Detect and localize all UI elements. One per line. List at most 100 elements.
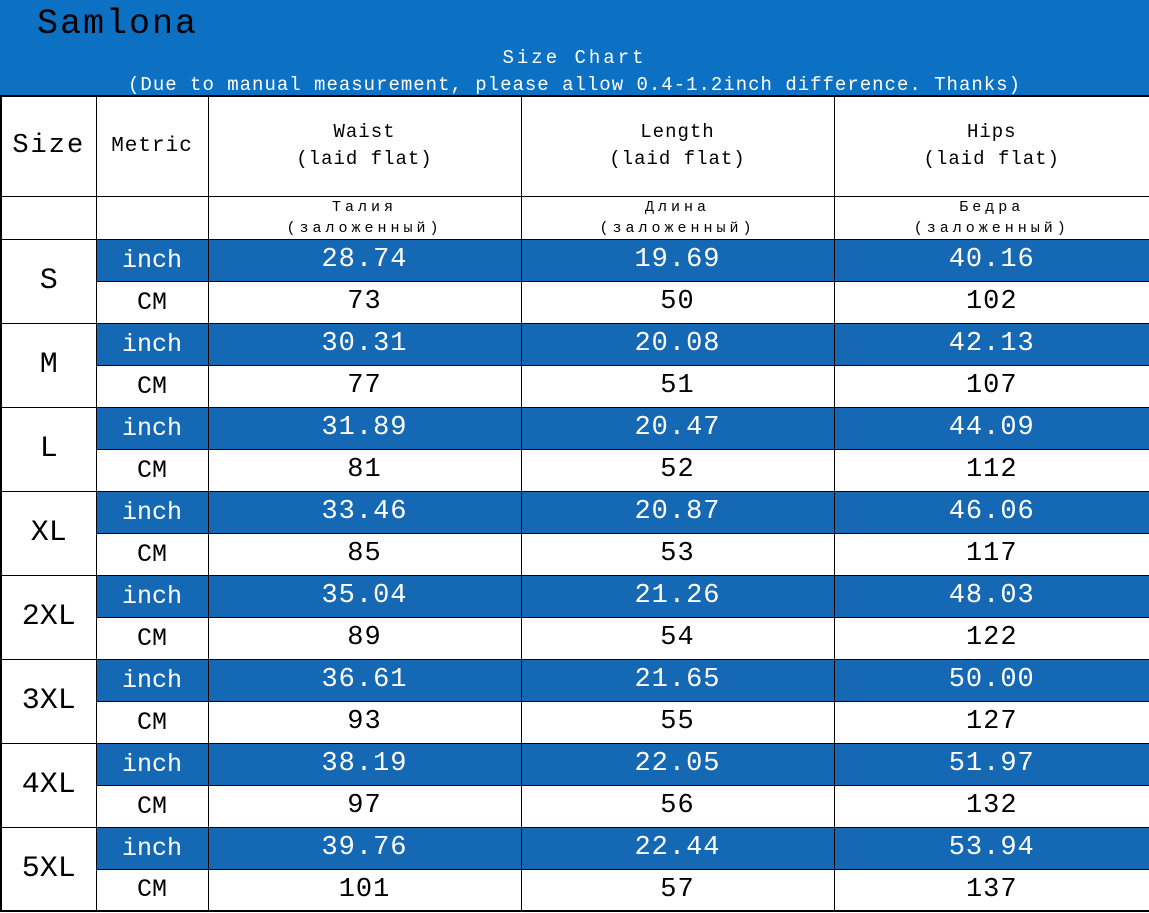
value-cell-inch: 46.06 bbox=[833, 490, 1149, 534]
size-row-cm: CM 77 51 107 bbox=[1, 364, 1149, 408]
column-header-size: Size bbox=[0, 95, 97, 197]
value-cell-cm: 107 bbox=[833, 364, 1149, 408]
unit-cell-inch: inch bbox=[95, 826, 209, 870]
unit-cell-inch: inch bbox=[95, 574, 209, 618]
length-label: Length bbox=[640, 121, 715, 144]
brand-logo-text: Samlona bbox=[37, 4, 199, 44]
value-cell-inch: 21.65 bbox=[520, 658, 835, 702]
value-cell-cm: 85 bbox=[207, 532, 522, 576]
value-cell-inch: 28.74 bbox=[207, 238, 522, 282]
value-cell-inch: 21.26 bbox=[520, 574, 835, 618]
unit-cell-cm: CM bbox=[95, 448, 209, 492]
measurement-disclaimer: (Due to manual measurement, please allow… bbox=[128, 74, 1021, 96]
size-row-cm: CM 73 50 102 bbox=[1, 280, 1149, 324]
length-label-ru: Длина bbox=[644, 198, 710, 216]
size-row-inch: 4XL inch 38.19 22.05 51.97 bbox=[0, 742, 1149, 828]
header-row-english: Size Metric Waist (laid flat) Length (la… bbox=[0, 95, 1149, 197]
size-label-cell: 3XL bbox=[0, 658, 97, 744]
value-cell-cm: 101 bbox=[207, 868, 522, 912]
size-label-cell: S bbox=[0, 238, 97, 324]
unit-cell-inch: inch bbox=[95, 658, 209, 702]
waist-sublabel-ru: (заложенный) bbox=[286, 219, 443, 237]
unit-cell-cm: CM bbox=[95, 784, 209, 828]
waist-label: Waist bbox=[333, 121, 396, 144]
value-cell-cm: 102 bbox=[833, 280, 1149, 324]
size-label-cell: XL bbox=[0, 490, 97, 576]
size-row-cm: CM 101 57 137 bbox=[1, 868, 1149, 912]
value-cell-inch: 48.03 bbox=[833, 574, 1149, 618]
value-cell-inch: 51.97 bbox=[833, 742, 1149, 786]
value-cell-inch: 38.19 bbox=[207, 742, 522, 786]
page-title: Size Chart bbox=[502, 47, 647, 69]
value-cell-inch: 50.00 bbox=[833, 658, 1149, 702]
value-cell-cm: 55 bbox=[520, 700, 835, 744]
unit-cell-inch: inch bbox=[95, 490, 209, 534]
value-cell-inch: 33.46 bbox=[207, 490, 522, 534]
value-cell-cm: 73 bbox=[207, 280, 522, 324]
value-cell-inch: 44.09 bbox=[833, 406, 1149, 450]
hips-label-ru: Бедра bbox=[959, 198, 1025, 216]
column-header-waist: Waist (laid flat) bbox=[207, 95, 522, 197]
value-cell-cm: 112 bbox=[833, 448, 1149, 492]
unit-cell-inch: inch bbox=[95, 742, 209, 786]
hips-sublabel-ru: (заложенный) bbox=[913, 219, 1070, 237]
value-cell-cm: 132 bbox=[833, 784, 1149, 828]
size-row-inch: 2XL inch 35.04 21.26 48.03 bbox=[0, 574, 1149, 660]
size-chart-table: Size Metric Waist (laid flat) Length (la… bbox=[0, 95, 1149, 912]
unit-cell-inch: inch bbox=[95, 238, 209, 282]
value-cell-inch: 42.13 bbox=[833, 322, 1149, 366]
unit-cell-cm: CM bbox=[95, 616, 209, 660]
value-cell-inch: 35.04 bbox=[207, 574, 522, 618]
waist-label-ru: Талия bbox=[331, 198, 397, 216]
size-row-cm: CM 85 53 117 bbox=[1, 532, 1149, 576]
column-header-waist-ru: Талия (заложенный) bbox=[207, 195, 522, 240]
unit-cell-cm: CM bbox=[95, 280, 209, 324]
unit-cell-cm: CM bbox=[95, 868, 209, 912]
size-row-cm: CM 97 56 132 bbox=[1, 784, 1149, 828]
size-row-cm: CM 89 54 122 bbox=[1, 616, 1149, 660]
unit-cell-cm: CM bbox=[95, 700, 209, 744]
value-cell-inch: 20.47 bbox=[520, 406, 835, 450]
table-header: Size Metric Waist (laid flat) Length (la… bbox=[0, 95, 1149, 240]
length-sublabel: (laid flat) bbox=[609, 148, 746, 171]
value-cell-cm: 53 bbox=[520, 532, 835, 576]
value-cell-inch: 30.31 bbox=[207, 322, 522, 366]
unit-cell-inch: inch bbox=[95, 322, 209, 366]
value-cell-cm: 54 bbox=[520, 616, 835, 660]
value-cell-cm: 122 bbox=[833, 616, 1149, 660]
banner: Samlona Size Chart (Due to manual measur… bbox=[0, 0, 1149, 96]
hips-label: Hips bbox=[966, 121, 1017, 144]
size-label-cell: 4XL bbox=[0, 742, 97, 828]
value-cell-cm: 93 bbox=[207, 700, 522, 744]
size-row-cm: CM 81 52 112 bbox=[1, 448, 1149, 492]
value-cell-inch: 36.61 bbox=[207, 658, 522, 702]
size-row-inch: 5XL inch 39.76 22.44 53.94 bbox=[0, 826, 1149, 912]
column-header-length-ru: Длина (заложенный) bbox=[520, 195, 835, 240]
value-cell-cm: 50 bbox=[520, 280, 835, 324]
size-label-cell: L bbox=[0, 406, 97, 492]
unit-cell-inch: inch bbox=[95, 406, 209, 450]
value-cell-inch: 22.05 bbox=[520, 742, 835, 786]
value-cell-cm: 137 bbox=[833, 868, 1149, 912]
column-header-hips-ru: Бедра (заложенный) bbox=[833, 195, 1149, 240]
header-row-russian: Талия (заложенный) Длина (заложенный) Бе… bbox=[0, 195, 1149, 240]
unit-cell-cm: CM bbox=[95, 364, 209, 408]
value-cell-cm: 77 bbox=[207, 364, 522, 408]
value-cell-cm: 89 bbox=[207, 616, 522, 660]
empty-cell bbox=[95, 195, 209, 240]
size-label-cell: M bbox=[0, 322, 97, 408]
size-label-cell: 5XL bbox=[0, 826, 97, 912]
value-cell-cm: 51 bbox=[520, 364, 835, 408]
value-cell-cm: 52 bbox=[520, 448, 835, 492]
value-cell-inch: 31.89 bbox=[207, 406, 522, 450]
value-cell-inch: 20.08 bbox=[520, 322, 835, 366]
size-label-cell: 2XL bbox=[0, 574, 97, 660]
value-cell-inch: 19.69 bbox=[520, 238, 835, 282]
value-cell-cm: 81 bbox=[207, 448, 522, 492]
column-header-length: Length (laid flat) bbox=[520, 95, 835, 197]
value-cell-inch: 40.16 bbox=[833, 238, 1149, 282]
